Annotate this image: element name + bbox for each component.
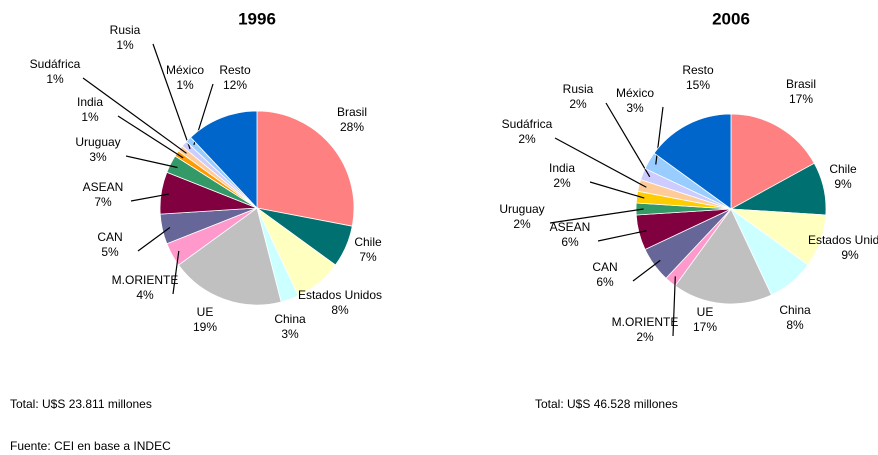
leader-line xyxy=(117,115,184,159)
slice-label: UE xyxy=(697,305,714,319)
slice-label: Chile xyxy=(354,235,382,249)
slice-value-label: 1% xyxy=(176,78,194,92)
slice-label: India xyxy=(549,161,575,175)
slice-label: Uruguay xyxy=(499,202,544,216)
total-note: Total: U$S 23.811 millones xyxy=(10,397,152,411)
slice-value-label: 8% xyxy=(331,303,349,317)
slice-value-label: 6% xyxy=(596,275,614,289)
slice-value-label: 6% xyxy=(561,235,579,249)
leader-line xyxy=(125,155,178,169)
pie-slice xyxy=(674,208,772,305)
leader-line xyxy=(632,259,661,282)
slice-value-label: 2% xyxy=(518,132,536,146)
slice-value-label: 12% xyxy=(223,78,247,92)
slice-label: Brasil xyxy=(786,77,816,91)
slice-label: Sudáfrica xyxy=(502,117,553,131)
slice-label: Brasil xyxy=(337,105,367,119)
total-note: Total: U$S 46.528 millones xyxy=(535,397,678,411)
leader-line xyxy=(549,208,644,224)
slice-value-label: 3% xyxy=(281,327,299,341)
slice-value-label: 7% xyxy=(359,250,377,264)
slice-value-label: 1% xyxy=(46,72,64,86)
slice-label: Resto xyxy=(219,63,251,77)
slice-value-label: 2% xyxy=(553,176,571,190)
slice-value-label: 3% xyxy=(626,101,644,115)
pie-slice xyxy=(256,110,355,227)
slice-value-label: 4% xyxy=(136,288,154,302)
slice-value-label: 15% xyxy=(686,78,710,92)
slice-value-label: 8% xyxy=(786,318,804,332)
leader-line xyxy=(152,43,191,150)
slice-label: Resto xyxy=(682,63,714,77)
slice-label: México xyxy=(166,63,204,77)
slice-label: India xyxy=(77,95,103,109)
slice-value-label: 2% xyxy=(636,330,654,344)
slice-value-label: 9% xyxy=(841,248,859,262)
slice-label: China xyxy=(274,312,306,326)
slice-label: M.ORIENTE xyxy=(112,273,179,287)
pie-slice xyxy=(730,113,815,210)
slice-label: Estados Unidos xyxy=(298,288,382,302)
slice-value-label: 28% xyxy=(340,120,364,134)
slice-label: ASEAN xyxy=(83,180,124,194)
slice-value-label: 17% xyxy=(693,320,717,334)
leader-line xyxy=(554,137,647,188)
slice-value-label: 3% xyxy=(89,150,107,164)
slice-label: México xyxy=(616,86,654,100)
leader-line xyxy=(82,77,187,154)
slice-value-label: 2% xyxy=(513,217,531,231)
slice-value-label: 7% xyxy=(94,195,112,209)
slice-label: Uruguay xyxy=(75,135,120,149)
pie-slice xyxy=(190,110,258,210)
slice-label: Estados Unidos xyxy=(808,233,878,247)
leader-line xyxy=(597,230,647,242)
leader-line xyxy=(605,102,651,178)
slice-value-label: 1% xyxy=(116,38,134,52)
slice-value-label: 5% xyxy=(101,245,119,259)
leader-line xyxy=(130,193,169,202)
slice-label: CAN xyxy=(592,260,617,274)
slice-label: Sudáfrica xyxy=(30,57,81,71)
slice-value-label: 19% xyxy=(193,320,217,334)
leader-line xyxy=(589,181,645,199)
pie-slice xyxy=(177,207,282,306)
slice-value-label: 2% xyxy=(569,97,587,111)
slice-label: ASEAN xyxy=(550,220,591,234)
leader-line xyxy=(137,226,171,252)
slice-label: UE xyxy=(197,305,214,319)
slice-label: Rusia xyxy=(563,82,594,96)
leader-line xyxy=(672,276,676,337)
chart-title: 2006 xyxy=(712,9,750,28)
slice-label: Rusia xyxy=(110,23,141,37)
slice-value-label: 9% xyxy=(834,177,852,191)
slice-label: M.ORIENTE xyxy=(612,315,679,329)
source-note: Fuente: CEI en base a INDEC xyxy=(10,439,171,453)
slice-label: CAN xyxy=(97,230,122,244)
chart-title: 1996 xyxy=(238,9,276,28)
leader-line xyxy=(172,250,180,295)
pie-slice xyxy=(653,113,732,210)
slice-value-label: 17% xyxy=(789,92,813,106)
slice-label: Chile xyxy=(829,162,857,176)
slice-value-label: 1% xyxy=(81,110,99,124)
slice-label: China xyxy=(779,303,811,317)
